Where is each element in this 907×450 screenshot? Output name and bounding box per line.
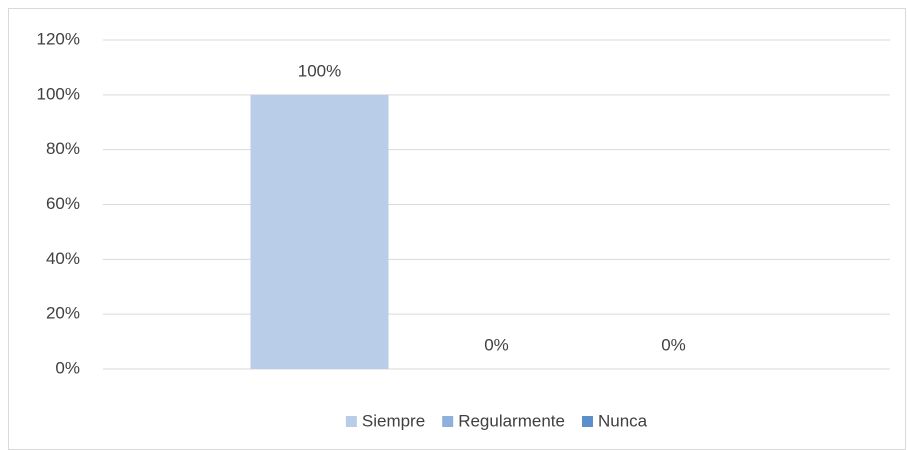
y-tick-label: 100% <box>37 84 80 103</box>
y-tick-label: 40% <box>46 249 80 268</box>
legend-swatch <box>581 416 593 427</box>
y-tick-label: 120% <box>37 29 80 48</box>
y-tick-label: 80% <box>46 139 80 158</box>
y-tick-label: 60% <box>46 194 80 213</box>
legend-label: Nunca <box>598 411 648 430</box>
legend-swatch <box>442 416 454 427</box>
legend-label: Regularmente <box>458 411 565 430</box>
bar <box>250 94 389 369</box>
data-label: 0% <box>661 335 686 354</box>
y-tick-label: 0% <box>55 358 80 377</box>
data-label: 100% <box>298 61 341 80</box>
legend-swatch <box>345 416 357 427</box>
chart-frame <box>8 8 906 450</box>
y-tick-label: 20% <box>46 304 80 323</box>
legend-label: Siempre <box>362 411 425 430</box>
data-label: 0% <box>484 335 509 354</box>
